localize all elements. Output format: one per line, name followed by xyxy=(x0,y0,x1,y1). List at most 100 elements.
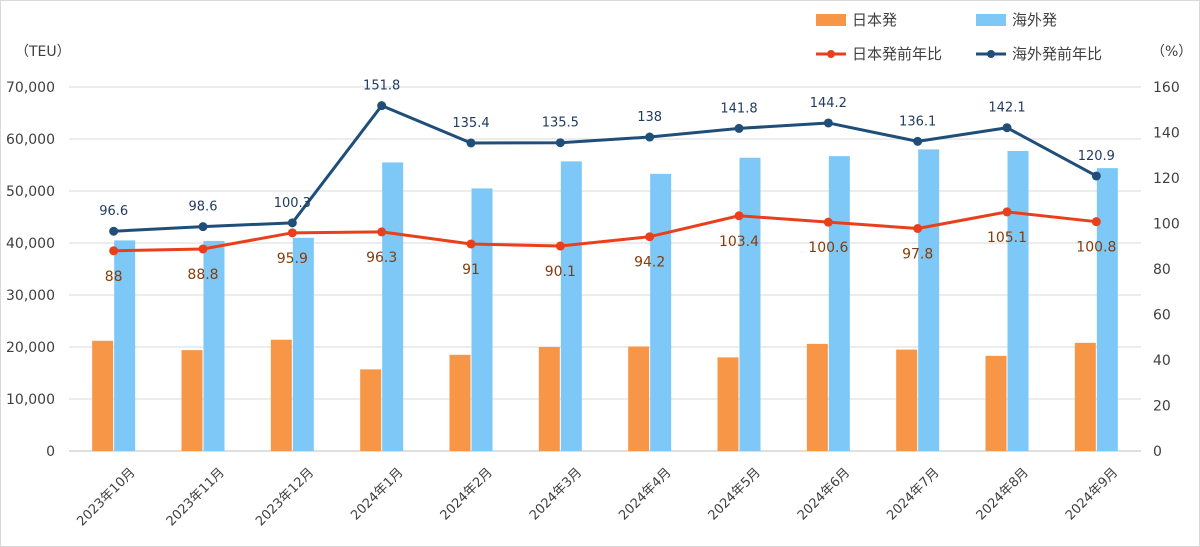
legend-label: 海外発前年比 xyxy=(1012,45,1102,63)
line-marker xyxy=(287,228,297,238)
line-marker xyxy=(377,101,387,111)
bar-japan xyxy=(360,369,382,451)
data-label: 138 xyxy=(637,110,662,125)
line-marker xyxy=(555,241,565,251)
right-axis-unit: （%） xyxy=(1151,44,1192,60)
x-tick-label: 2024年5月 xyxy=(706,465,764,523)
data-label: 90.1 xyxy=(545,264,576,280)
left-tick-label: 60,000 xyxy=(6,132,55,148)
line-marker xyxy=(1002,123,1012,133)
left-tick-label: 10,000 xyxy=(6,392,55,408)
legend-label: 日本発前年比 xyxy=(852,45,942,63)
right-tick-label: 40 xyxy=(1153,353,1171,369)
line-marker xyxy=(555,138,565,148)
data-label: 96.3 xyxy=(366,250,397,266)
data-label: 141.8 xyxy=(720,101,757,116)
data-label: 120.9 xyxy=(1078,149,1115,164)
line-marker xyxy=(913,224,923,234)
left-tick-label: 0 xyxy=(46,444,55,460)
line-marker xyxy=(1002,207,1012,217)
data-label: 136.1 xyxy=(899,114,936,129)
left-tick-label: 70,000 xyxy=(6,80,55,96)
legend-swatch xyxy=(816,14,846,26)
data-label: 142.1 xyxy=(988,101,1025,116)
right-tick-label: 0 xyxy=(1153,444,1162,460)
data-label: 91 xyxy=(462,262,480,278)
bar-japan xyxy=(92,340,114,451)
line-marker xyxy=(466,239,476,249)
bar-overseas xyxy=(1007,150,1029,451)
x-tick-label: 2024年3月 xyxy=(527,465,585,523)
left-tick-label: 50,000 xyxy=(6,184,55,200)
x-tick-label: 2024年8月 xyxy=(974,465,1032,523)
bar-japan xyxy=(1074,342,1096,451)
data-label: 100.6 xyxy=(808,240,848,256)
left-tick-label: 30,000 xyxy=(6,288,55,304)
data-label: 105.1 xyxy=(987,230,1027,246)
line-marker xyxy=(1091,171,1101,181)
line-marker xyxy=(913,136,923,146)
line-marker xyxy=(109,246,119,256)
legend-swatch xyxy=(976,14,1006,26)
line-marker xyxy=(734,123,744,133)
data-label: 100.3 xyxy=(274,196,311,211)
line-marker xyxy=(823,217,833,227)
x-tick-label: 2023年12月 xyxy=(253,465,317,529)
right-tick-label: 20 xyxy=(1153,399,1171,415)
legend-marker xyxy=(827,50,835,58)
bar-japan xyxy=(717,357,739,451)
data-label: 144.2 xyxy=(810,96,847,111)
line-marker xyxy=(287,218,297,228)
right-tick-label: 120 xyxy=(1153,171,1180,187)
line-marker xyxy=(198,244,208,254)
bars xyxy=(92,149,1118,452)
data-label: 97.8 xyxy=(902,247,933,263)
line-marker xyxy=(645,132,655,142)
line-marker xyxy=(109,226,119,236)
line-marker xyxy=(645,232,655,242)
line-marker xyxy=(377,227,387,237)
bar-overseas xyxy=(292,237,314,451)
line-marker xyxy=(198,222,208,232)
bar-overseas xyxy=(203,240,225,451)
left-tick-label: 40,000 xyxy=(6,236,55,252)
data-label: 135.5 xyxy=(542,116,579,131)
axes: 0 10,000 20,000 30,000 40,000 50,000 60,000 70,… xyxy=(6,80,1180,529)
legend-label: 日本発 xyxy=(852,11,897,29)
line-japan-yoy xyxy=(113,210,1097,253)
bar-overseas xyxy=(918,149,940,451)
gridlines xyxy=(69,86,1141,452)
data-label: 88.8 xyxy=(187,267,218,283)
line-marker xyxy=(734,211,744,221)
x-tick-label: 2024年9月 xyxy=(1063,465,1121,523)
line-overseas-yoy xyxy=(113,104,1098,233)
bar-japan xyxy=(806,343,828,451)
right-tick-label: 80 xyxy=(1153,262,1171,278)
bar-overseas xyxy=(650,173,672,451)
data-label: 151.8 xyxy=(363,79,400,94)
bar-overseas xyxy=(828,156,850,451)
bar-japan xyxy=(270,339,292,451)
legend-marker xyxy=(987,50,995,58)
x-tick-label: 2023年11月 xyxy=(164,465,228,529)
x-tick-label: 2024年7月 xyxy=(884,465,942,523)
line-marker xyxy=(1091,217,1101,227)
right-tick-label: 160 xyxy=(1153,80,1180,96)
bar-japan xyxy=(181,350,203,451)
bar-overseas xyxy=(382,162,404,451)
x-tick-label: 2024年2月 xyxy=(438,465,496,523)
line-marker xyxy=(466,138,476,148)
bar-overseas xyxy=(471,188,493,451)
lines: 88 88.8 95.9 96.3 91 90.1 94.2 103.4 100.6 97.8 10… xyxy=(99,79,1116,285)
data-label: 95.9 xyxy=(277,251,308,267)
bar-overseas xyxy=(560,161,582,452)
bar-overseas xyxy=(114,240,136,451)
x-tick-label: 2024年4月 xyxy=(616,465,674,523)
x-tick-label: 2024年6月 xyxy=(795,465,853,523)
right-tick-label: 60 xyxy=(1153,308,1171,324)
data-label: 98.6 xyxy=(189,200,218,215)
data-label: 135.4 xyxy=(452,116,489,131)
